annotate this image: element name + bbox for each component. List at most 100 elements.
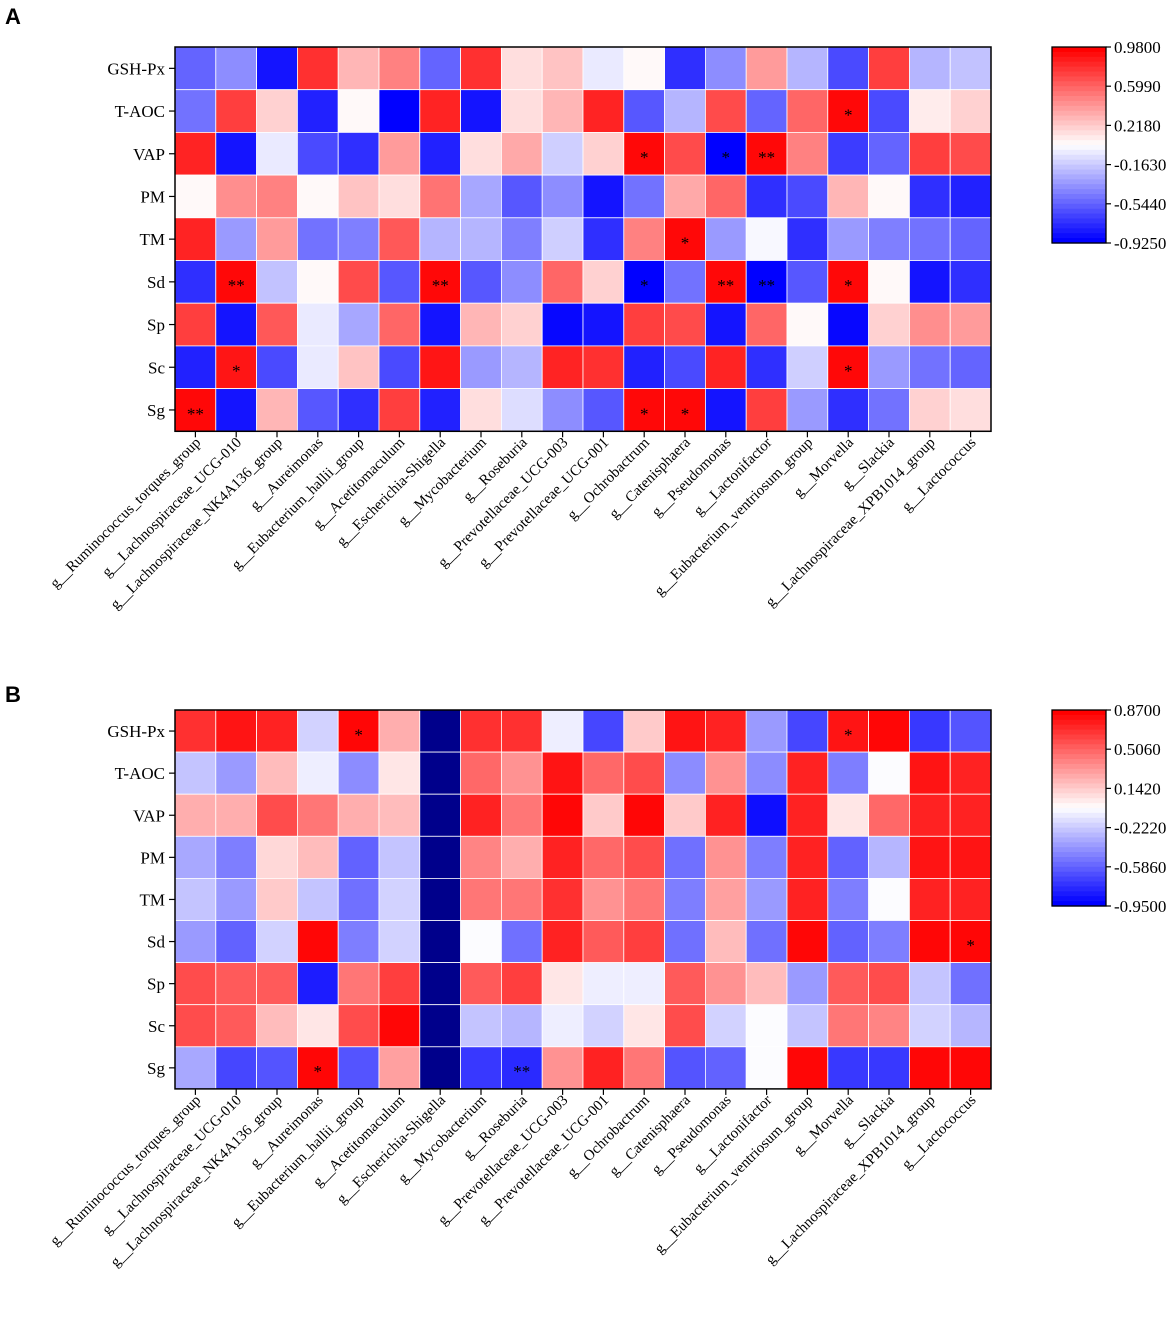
heatmap-cell — [786, 260, 829, 304]
significance-mark: ** — [187, 404, 204, 423]
colorbar-segment — [1052, 154, 1106, 161]
heatmap-cell — [500, 1004, 543, 1048]
heatmap-cell — [174, 793, 217, 837]
heatmap-cell — [664, 174, 706, 219]
colorbar-segment — [1052, 47, 1106, 53]
heatmap-cell — [256, 46, 298, 91]
colorbar-tick-label: -0.9500 — [1114, 897, 1166, 916]
colorbar-segment — [1052, 886, 1106, 892]
heatmap-cell — [215, 302, 258, 347]
column-label: g__Lachnospiraceae_NK4A136_group — [108, 1092, 286, 1270]
heatmap-cell — [337, 751, 380, 795]
colorbar-segment — [1052, 842, 1106, 848]
heatmap-cell — [256, 260, 298, 304]
heatmap-cell — [909, 1046, 951, 1090]
heatmap-cell — [174, 751, 217, 795]
heatmap-cell — [705, 345, 747, 389]
significance-mark: ** — [717, 276, 734, 295]
heatmap-cell — [256, 962, 298, 1006]
colorbar-segment — [1052, 110, 1106, 117]
heatmap-cell — [827, 751, 869, 795]
heatmap-cell — [215, 260, 258, 304]
heatmap-cell — [868, 46, 910, 91]
heatmap-cell — [256, 920, 298, 963]
heatmap-cell — [664, 345, 706, 389]
heatmap-cell — [460, 174, 502, 219]
colorbar-tick-label: 0.8700 — [1114, 701, 1161, 720]
colorbar-tick-label: 0.5060 — [1114, 740, 1161, 759]
heatmap-cell — [378, 962, 421, 1006]
heatmap-cell — [705, 1046, 747, 1090]
colorbar-segment — [1052, 754, 1106, 760]
heatmap-cell — [419, 89, 461, 133]
heatmap-cell — [949, 217, 992, 261]
heatmap-cell — [500, 131, 543, 176]
heatmap-cell — [256, 1004, 298, 1048]
row-label: VAP — [133, 145, 165, 164]
colorbar-segment — [1052, 174, 1106, 180]
heatmap-cell — [174, 217, 217, 261]
heatmap-cell — [256, 302, 298, 347]
heatmap-cell — [786, 709, 829, 753]
heatmap-cell — [949, 302, 992, 347]
heatmap-cell — [419, 174, 461, 219]
heatmap-cell — [664, 878, 706, 921]
heatmap-cell — [460, 131, 502, 176]
heatmap-cell — [337, 260, 380, 304]
heatmap-cell — [174, 709, 217, 753]
heatmap-cell — [582, 174, 625, 219]
row-label: TM — [140, 890, 166, 909]
heatmap-cell — [460, 962, 502, 1006]
heatmap-cell — [256, 345, 298, 389]
heatmap-cell — [786, 751, 829, 795]
heatmap-cell — [541, 835, 584, 879]
heatmap-cell — [745, 920, 788, 963]
heatmap-cell — [868, 1046, 910, 1090]
heatmap-cell — [296, 46, 339, 91]
heatmap-cell — [582, 962, 625, 1006]
heatmap-cell — [664, 388, 706, 432]
significance-mark: ** — [228, 276, 245, 295]
heatmap-cell — [378, 878, 421, 921]
heatmap-cell — [868, 835, 910, 879]
column-label: g__Ruminococcus_torques_group — [47, 1092, 204, 1249]
heatmap-cell — [868, 709, 910, 753]
colorbar-segment — [1052, 837, 1106, 843]
heatmap-cell — [745, 709, 788, 753]
heatmap-cell — [256, 835, 298, 879]
significance-mark: ** — [513, 1062, 530, 1081]
heatmap-cell — [337, 131, 380, 176]
heatmap-cell — [541, 920, 584, 963]
heatmap-cell — [419, 1004, 461, 1048]
colorbar-segment — [1052, 793, 1106, 799]
colorbar-segment — [1052, 189, 1106, 195]
colorbar-segment — [1052, 788, 1106, 794]
heatmap-cell — [337, 46, 380, 91]
colorbar-segment — [1052, 203, 1106, 210]
heatmap-cell — [256, 131, 298, 176]
heatmap-cell — [541, 1004, 584, 1048]
heatmap-cell — [174, 131, 217, 176]
heatmap-cell — [296, 962, 339, 1006]
heatmap-cell — [705, 878, 747, 921]
heatmap-cell — [174, 174, 217, 219]
significance-mark: * — [681, 404, 690, 423]
heatmap-cell — [582, 920, 625, 963]
colorbar-segment — [1052, 803, 1106, 809]
heatmap-cell — [378, 1046, 421, 1090]
heatmap-cell — [296, 1046, 339, 1090]
heatmap-cell — [868, 89, 910, 133]
colorbar-segment — [1052, 86, 1106, 92]
heatmap-cell — [705, 962, 747, 1006]
heatmap-cell — [296, 388, 339, 432]
heatmap-cell — [909, 793, 951, 837]
heatmap-cell — [337, 1046, 380, 1090]
heatmap-cell — [623, 962, 665, 1006]
colorbar-segment — [1052, 96, 1106, 102]
heatmap-cell — [949, 751, 992, 795]
heatmap-cell — [664, 89, 706, 133]
heatmap-cell — [215, 174, 258, 219]
heatmap-cell — [705, 131, 747, 176]
heatmap-cell — [378, 46, 421, 91]
